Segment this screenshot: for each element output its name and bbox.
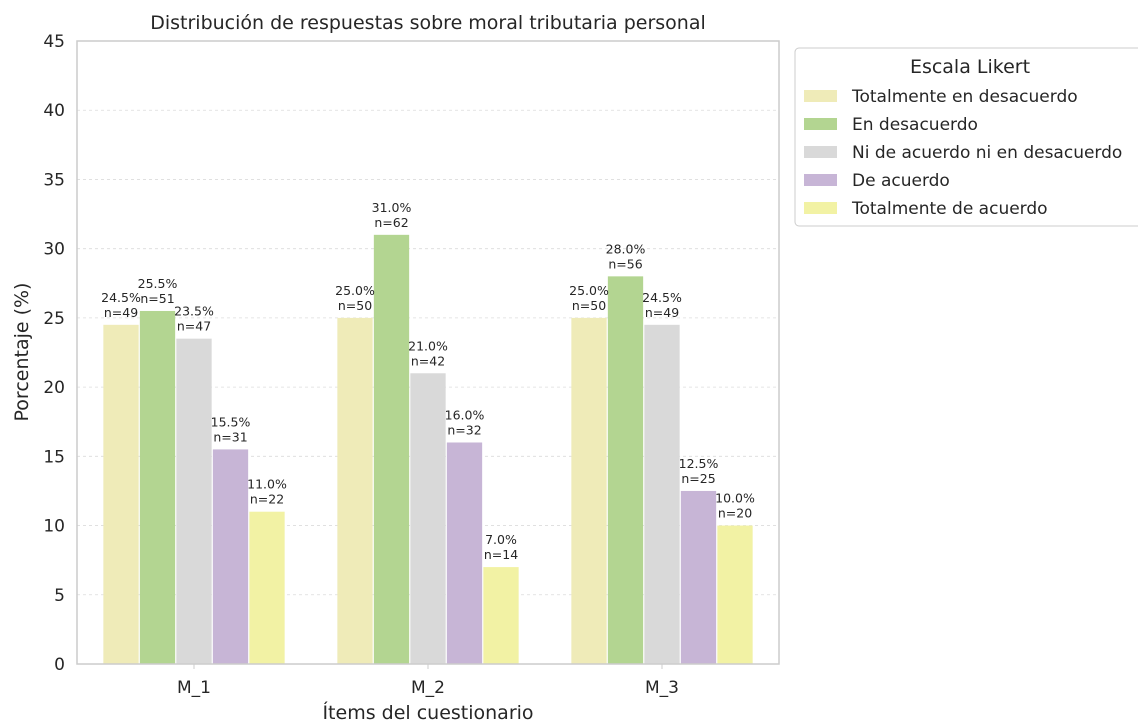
bar-count-label: n=50 — [572, 298, 606, 313]
bar-count-label: n=50 — [338, 298, 372, 313]
y-tick-label: 45 — [43, 32, 65, 52]
legend-item-label: Totalmente de acuerdo — [851, 199, 1048, 219]
bar-percent-label: 24.5% — [642, 290, 682, 305]
bar-m3-series1 — [571, 317, 607, 664]
bar-percent-label: 24.5% — [101, 290, 141, 305]
bar-count-label: n=47 — [177, 319, 211, 334]
y-axis-label: Porcentaje (%) — [11, 283, 33, 422]
legend-swatch — [804, 90, 837, 102]
bar-percent-label: 28.0% — [606, 241, 646, 256]
bar-count-label: n=42 — [411, 353, 445, 368]
bar-count-label: n=14 — [484, 547, 518, 562]
legend-swatch — [804, 174, 837, 186]
chart-title: Distribución de respuestas sobre moral t… — [150, 12, 706, 34]
y-tick-label: 5 — [54, 586, 65, 606]
bar-percent-label: 11.0% — [247, 477, 287, 492]
x-tick-label: M_2 — [411, 678, 445, 698]
legend-item-label: De acuerdo — [852, 171, 950, 191]
x-axis-ticks: M_1 M_2 M_3 — [177, 664, 679, 698]
bar-count-label: n=51 — [140, 291, 174, 306]
y-tick-label: 35 — [43, 170, 65, 190]
bar-percent-label: 25.5% — [138, 276, 178, 291]
bar-percent-label: 23.5% — [174, 304, 214, 319]
bar-m1-series2 — [139, 310, 176, 664]
bar-count-label: n=22 — [250, 492, 284, 507]
y-tick-label: 15 — [43, 447, 65, 467]
x-axis-label: Ítems del cuestionario — [322, 701, 533, 723]
bar-count-label: n=56 — [608, 256, 642, 271]
bar-percent-label: 15.5% — [211, 414, 251, 429]
bar-percent-label: 25.0% — [569, 283, 609, 298]
bar-m3-series3 — [644, 324, 680, 664]
legend-swatch — [804, 146, 837, 158]
legend-frame — [794, 47, 1138, 227]
bar-labels-group: 24.5%n=4925.5%n=5123.5%n=4715.5%n=3111.0… — [101, 200, 755, 562]
legend-item-label: En desacuerdo — [852, 115, 978, 135]
legend-title: Escala Likert — [910, 56, 1030, 78]
bar-m1-series5 — [249, 511, 285, 664]
y-tick-label: 10 — [43, 517, 65, 537]
y-tick-label: 40 — [43, 101, 65, 121]
y-tick-label: 20 — [43, 378, 65, 398]
bar-count-label: n=49 — [645, 305, 679, 320]
bar-count-label: n=20 — [718, 506, 752, 521]
x-tick-label: M_1 — [177, 678, 211, 698]
bar-percent-label: 31.0% — [372, 200, 412, 215]
bar-count-label: n=62 — [374, 215, 408, 230]
bar-count-label: n=32 — [447, 422, 481, 437]
bar-m3-series2 — [607, 276, 644, 664]
bar-m2-series2 — [373, 234, 410, 665]
bar-count-label: n=25 — [681, 471, 715, 486]
bar-m2-series1 — [337, 317, 373, 664]
bar-percent-label: 25.0% — [335, 283, 375, 298]
bar-m1-series4 — [212, 449, 249, 664]
y-tick-label: 0 — [54, 655, 65, 675]
bars-group — [103, 234, 753, 665]
legend-swatch — [804, 202, 837, 214]
y-tick-label: 25 — [43, 309, 65, 329]
bar-percent-label: 21.0% — [408, 338, 448, 353]
bar-m2-series5 — [483, 567, 519, 664]
bar-m2-series4 — [446, 442, 483, 664]
bar-m3-series4 — [680, 490, 717, 664]
bar-m1-series3 — [176, 338, 212, 664]
bar-percent-label: 16.0% — [445, 407, 485, 422]
legend: Escala Likert Totalmente en desacuerdo En… — [794, 47, 1138, 227]
bar-m1-series1 — [103, 324, 139, 664]
y-tick-label: 30 — [43, 240, 65, 260]
bar-m3-series5 — [717, 525, 753, 664]
bar-m2-series3 — [410, 373, 446, 664]
bar-percent-label: 10.0% — [715, 491, 755, 506]
bar-count-label: n=31 — [213, 429, 247, 444]
bar-count-label: n=49 — [104, 305, 138, 320]
legend-swatch — [804, 118, 837, 130]
legend-item-label: Totalmente en desacuerdo — [851, 87, 1078, 107]
bar-percent-label: 7.0% — [485, 532, 517, 547]
legend-item-label: Ni de acuerdo ni en desacuerdo — [852, 143, 1122, 163]
bar-percent-label: 12.5% — [679, 456, 719, 471]
x-tick-label: M_3 — [645, 678, 679, 698]
y-axis-ticks: 0 5 10 15 20 25 30 35 40 45 — [43, 32, 65, 675]
